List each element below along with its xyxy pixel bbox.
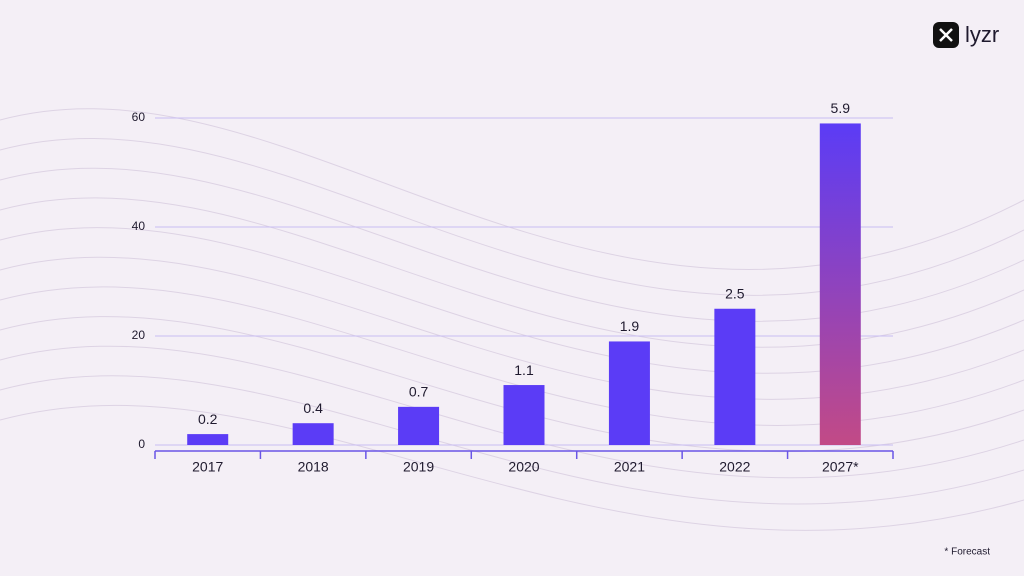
y-tick-label: 40 (132, 219, 146, 233)
y-tick-label: 0 (138, 437, 145, 451)
data-label: 0.7 (409, 384, 429, 400)
x-tick-label: 2017 (192, 459, 223, 475)
x-tick-label: 2022 (719, 459, 750, 475)
decoration (0, 108, 1024, 531)
y-tick-label: 20 (132, 328, 146, 342)
bar (608, 341, 650, 445)
bar (292, 423, 334, 445)
bar (187, 434, 229, 445)
data-label: 2.5 (725, 285, 745, 301)
x-tick-label: 2021 (614, 459, 645, 475)
bar (819, 123, 861, 445)
bar (398, 406, 440, 445)
data-label: 0.2 (198, 411, 218, 427)
bar (714, 308, 756, 445)
x-tick-label: 2019 (403, 459, 434, 475)
data-label: 5.9 (831, 100, 851, 116)
data-label: 0.4 (303, 400, 323, 416)
data-label: 1.9 (620, 318, 640, 334)
data-label: 1.1 (514, 362, 534, 378)
bar (503, 385, 545, 445)
y-tick-label: 60 (132, 110, 146, 124)
logo-text: lyzr (965, 22, 999, 47)
x-tick-label: 2018 (298, 459, 329, 475)
footnote: * Forecast (944, 547, 990, 558)
x-tick-label: 2027* (822, 459, 859, 475)
logo-mark (939, 28, 953, 42)
x-tick-label: 2020 (508, 459, 539, 475)
